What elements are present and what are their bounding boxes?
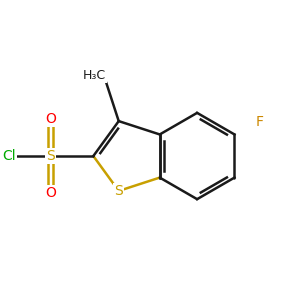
Text: H₃C: H₃C [83,69,106,82]
Text: O: O [45,186,56,200]
Text: S: S [46,149,55,163]
Text: F: F [256,115,264,129]
Text: O: O [45,112,56,126]
Text: S: S [114,184,123,198]
Text: Cl: Cl [2,149,16,163]
